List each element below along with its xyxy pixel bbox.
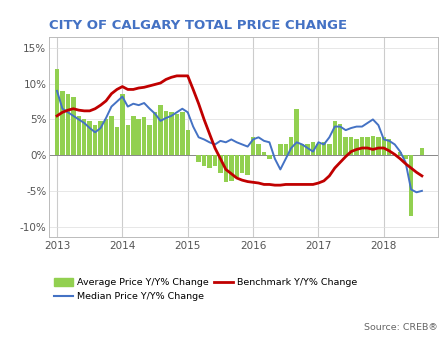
Bar — [180, 112, 185, 155]
Bar — [82, 119, 86, 155]
Bar — [76, 116, 81, 155]
Bar — [115, 126, 119, 155]
Median Price Y/Y% Change — [141, 101, 147, 105]
Bar — [278, 144, 283, 155]
Bar — [71, 97, 76, 155]
Legend: Average Price Y/Y% Change, Median Price Y/Y% Change, Benchmark Y/Y% Change: Average Price Y/Y% Change, Median Price … — [54, 278, 357, 301]
Benchmark Y/Y% Change — [392, 153, 397, 157]
Benchmark Y/Y% Change — [272, 183, 278, 187]
Median Price Y/Y% Change — [414, 190, 419, 194]
Bar — [322, 142, 326, 155]
Text: CITY OF CALGARY TOTAL PRICE CHANGE: CITY OF CALGARY TOTAL PRICE CHANGE — [49, 19, 347, 32]
Bar — [66, 94, 70, 155]
Bar — [333, 121, 337, 155]
Bar — [316, 144, 320, 155]
Benchmark Y/Y% Change — [354, 147, 359, 152]
Line: Median Price Y/Y% Change: Median Price Y/Y% Change — [57, 91, 422, 192]
Bar — [60, 91, 65, 155]
Median Price Y/Y% Change — [136, 103, 141, 107]
Bar — [420, 148, 424, 155]
Benchmark Y/Y% Change — [174, 74, 180, 78]
Bar — [387, 139, 392, 155]
Bar — [126, 125, 130, 155]
Bar — [202, 155, 207, 166]
Bar — [131, 116, 135, 155]
Benchmark Y/Y% Change — [419, 174, 425, 178]
Bar — [224, 155, 228, 182]
Bar — [398, 152, 402, 155]
Bar — [311, 142, 315, 155]
Bar — [142, 117, 146, 155]
Bar — [93, 125, 97, 155]
Bar — [305, 144, 310, 155]
Bar — [218, 155, 223, 173]
Median Price Y/Y% Change — [419, 189, 425, 193]
Bar — [256, 144, 261, 155]
Bar — [207, 155, 212, 168]
Bar — [148, 125, 152, 155]
Bar — [245, 155, 250, 175]
Bar — [371, 136, 375, 155]
Bar — [251, 137, 255, 155]
Benchmark Y/Y% Change — [397, 157, 403, 161]
Bar — [338, 124, 342, 155]
Bar — [104, 119, 108, 155]
Bar — [409, 155, 413, 216]
Bar — [153, 112, 157, 155]
Bar — [262, 152, 266, 155]
Median Price Y/Y% Change — [261, 139, 267, 143]
Bar — [175, 114, 179, 155]
Bar — [283, 144, 288, 155]
Bar — [267, 155, 272, 159]
Bar — [354, 139, 359, 155]
Median Price Y/Y% Change — [267, 140, 272, 144]
Bar — [98, 121, 103, 155]
Bar — [158, 105, 163, 155]
Bar — [88, 121, 92, 155]
Bar — [229, 155, 233, 181]
Bar — [327, 144, 332, 155]
Text: Source: CREB®: Source: CREB® — [364, 323, 438, 332]
Benchmark Y/Y% Change — [387, 149, 392, 153]
Benchmark Y/Y% Change — [55, 114, 60, 118]
Bar — [343, 137, 348, 155]
Bar — [136, 119, 141, 155]
Bar — [235, 155, 239, 177]
Median Price Y/Y% Change — [207, 140, 212, 144]
Bar — [300, 144, 304, 155]
Bar — [196, 155, 201, 162]
Bar — [164, 111, 168, 155]
Bar — [120, 95, 125, 155]
Bar — [403, 155, 408, 159]
Bar — [295, 109, 299, 155]
Bar — [213, 155, 217, 166]
Bar — [360, 137, 364, 155]
Bar — [169, 112, 173, 155]
Bar — [109, 116, 114, 155]
Line: Benchmark Y/Y% Change: Benchmark Y/Y% Change — [57, 76, 422, 185]
Bar — [365, 137, 370, 155]
Bar — [55, 69, 59, 155]
Bar — [349, 137, 354, 155]
Median Price Y/Y% Change — [381, 137, 387, 141]
Bar — [289, 137, 293, 155]
Median Price Y/Y% Change — [55, 89, 60, 93]
Benchmark Y/Y% Change — [327, 174, 332, 178]
Benchmark Y/Y% Change — [310, 182, 316, 186]
Bar — [376, 137, 380, 155]
Bar — [382, 137, 386, 155]
Bar — [240, 155, 245, 173]
Bar — [186, 130, 190, 155]
